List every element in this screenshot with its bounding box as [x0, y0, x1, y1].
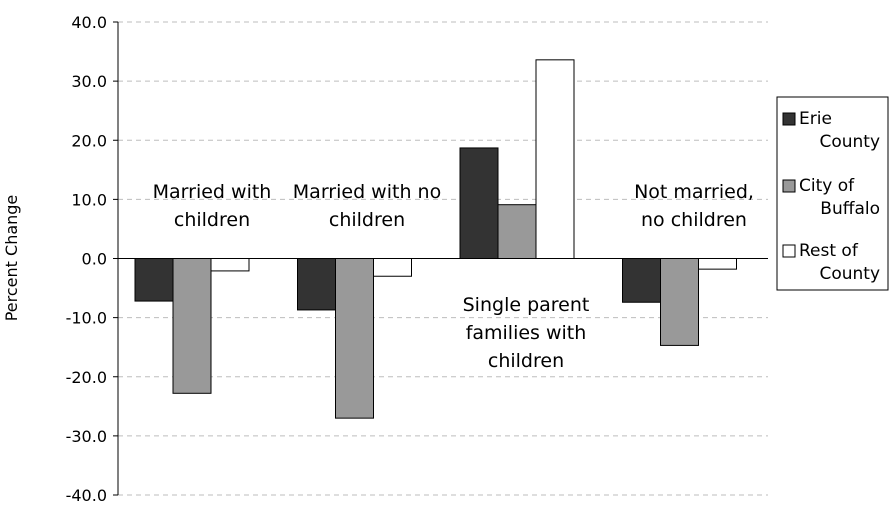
legend-label: County [819, 132, 880, 152]
category-label: children [488, 350, 564, 372]
legend-label: Erie [799, 109, 832, 129]
category-label: children [329, 209, 405, 231]
bars [134, 59, 737, 419]
y-axis-label: Percent Change [2, 195, 21, 322]
category-label: Married with [153, 181, 272, 203]
bar [373, 258, 412, 277]
bar [698, 258, 737, 270]
y-tick-label: -30.0 [66, 427, 107, 446]
category-label: Married with no [293, 181, 441, 203]
y-tick-label: -10.0 [66, 309, 107, 328]
legend-label: Rest of [799, 241, 859, 261]
category-label: children [174, 209, 250, 231]
y-tick-label: 40.0 [71, 13, 107, 32]
y-tick-label: -40.0 [66, 486, 107, 505]
bar [297, 258, 336, 311]
bar [210, 258, 250, 272]
y-tick-label: 0.0 [82, 250, 107, 269]
legend-swatch [782, 112, 796, 126]
legend: Erie County City of Buffalo Rest of County [776, 96, 889, 291]
legend-swatch [782, 244, 796, 258]
category-label: Not married, [634, 181, 754, 203]
y-tick-label: 20.0 [71, 131, 107, 150]
bar [134, 258, 174, 302]
category-label: no children [641, 209, 747, 231]
legend-label: County [819, 264, 880, 284]
bar [622, 258, 661, 303]
legend-box [776, 96, 889, 291]
bar [172, 258, 212, 394]
bar [535, 59, 575, 260]
legend-swatch [782, 179, 796, 193]
bar [459, 147, 499, 259]
y-tick-label: 30.0 [71, 72, 107, 91]
legend-label: Buffalo [820, 199, 880, 219]
category-labels: Married with children Married with no child… [153, 181, 754, 372]
y-tick-label: -20.0 [66, 368, 107, 387]
legend-label: City of [799, 176, 855, 196]
bar [660, 258, 699, 346]
category-label: families with [466, 322, 587, 344]
category-label: Single parent [463, 294, 590, 316]
bar [335, 258, 374, 419]
bar [497, 204, 537, 259]
y-tick-label: 10.0 [71, 190, 107, 209]
y-axis-ticks: 40.0 30.0 20.0 10.0 0.0 -10.0 -20.0 -30.0 -40.0 [66, 13, 118, 505]
